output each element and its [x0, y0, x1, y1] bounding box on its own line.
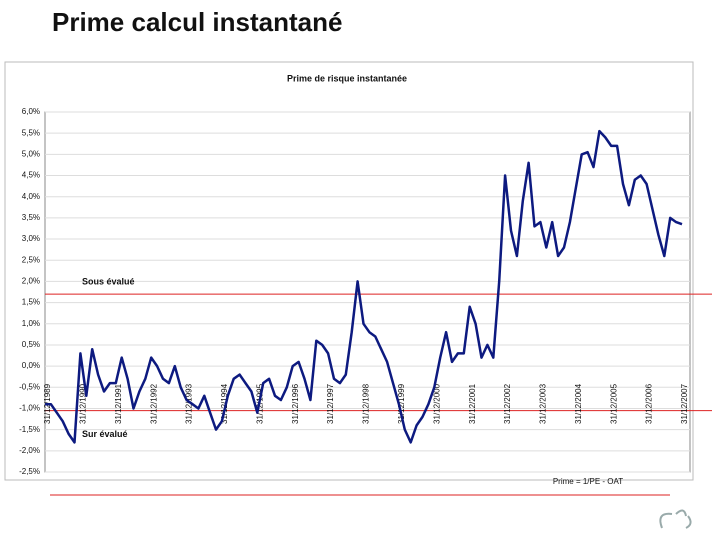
x-tick-label: 31/12/2000: [432, 383, 441, 424]
x-tick-label: 31/12/1993: [185, 383, 194, 424]
x-tick-label: 31/12/2002: [503, 383, 512, 424]
y-tick-label: 1,0%: [22, 319, 40, 328]
x-tick-label: 31/12/1992: [149, 383, 158, 424]
chart-title: Prime de risque instantanée: [287, 73, 407, 83]
y-tick-label: -1,5%: [19, 425, 40, 434]
x-tick-label: 31/12/1999: [397, 383, 406, 424]
x-tick-label: 31/12/2003: [539, 383, 548, 424]
x-tick-label: 31/12/1998: [362, 383, 371, 424]
x-tick-label: 31/12/1990: [78, 383, 87, 424]
x-tick-label: 31/12/2001: [468, 383, 477, 424]
y-tick-label: 4,0%: [22, 192, 40, 201]
footnote: Prime = 1/PE - OAT: [553, 477, 623, 486]
reference-label: Sous évalué: [82, 276, 135, 286]
y-tick-label: -2,0%: [19, 446, 40, 455]
y-tick-label: -0,5%: [19, 382, 40, 391]
y-tick-label: 2,0%: [22, 277, 40, 286]
x-tick-label: 31/12/2005: [609, 383, 618, 424]
slide-title: Prime calcul instantané: [52, 7, 342, 37]
y-tick-label: 2,5%: [22, 255, 40, 264]
y-tick-label: 5,0%: [22, 149, 40, 158]
y-tick-label: 4,5%: [22, 171, 40, 180]
data-line: [45, 129, 683, 444]
reference-label: Sur évalué: [82, 429, 128, 439]
x-tick-label: 31/12/1996: [291, 383, 300, 424]
x-tick-label: 31/12/2007: [680, 383, 689, 424]
y-tick-label: -2,5%: [19, 467, 40, 476]
y-tick-label: 3,0%: [22, 234, 40, 243]
x-tick-label: 31/12/1994: [220, 383, 229, 424]
y-tick-label: 1,5%: [22, 298, 40, 307]
x-tick-label: 31/12/2006: [645, 383, 654, 424]
y-tick-label: 6,0%: [22, 107, 40, 116]
y-tick-label: -1,0%: [19, 404, 40, 413]
x-tick-label: 31/12/1997: [326, 383, 335, 424]
x-tick-label: 31/12/2004: [574, 383, 583, 424]
y-tick-label: 0,0%: [22, 361, 40, 370]
chart-frame: [4, 61, 694, 481]
x-tick-label: 31/12/1991: [114, 383, 123, 424]
y-tick-label: 3,5%: [22, 213, 40, 222]
y-tick-label: 0,5%: [22, 340, 40, 349]
y-tick-label: 5,5%: [22, 128, 40, 137]
logo: [659, 509, 692, 529]
